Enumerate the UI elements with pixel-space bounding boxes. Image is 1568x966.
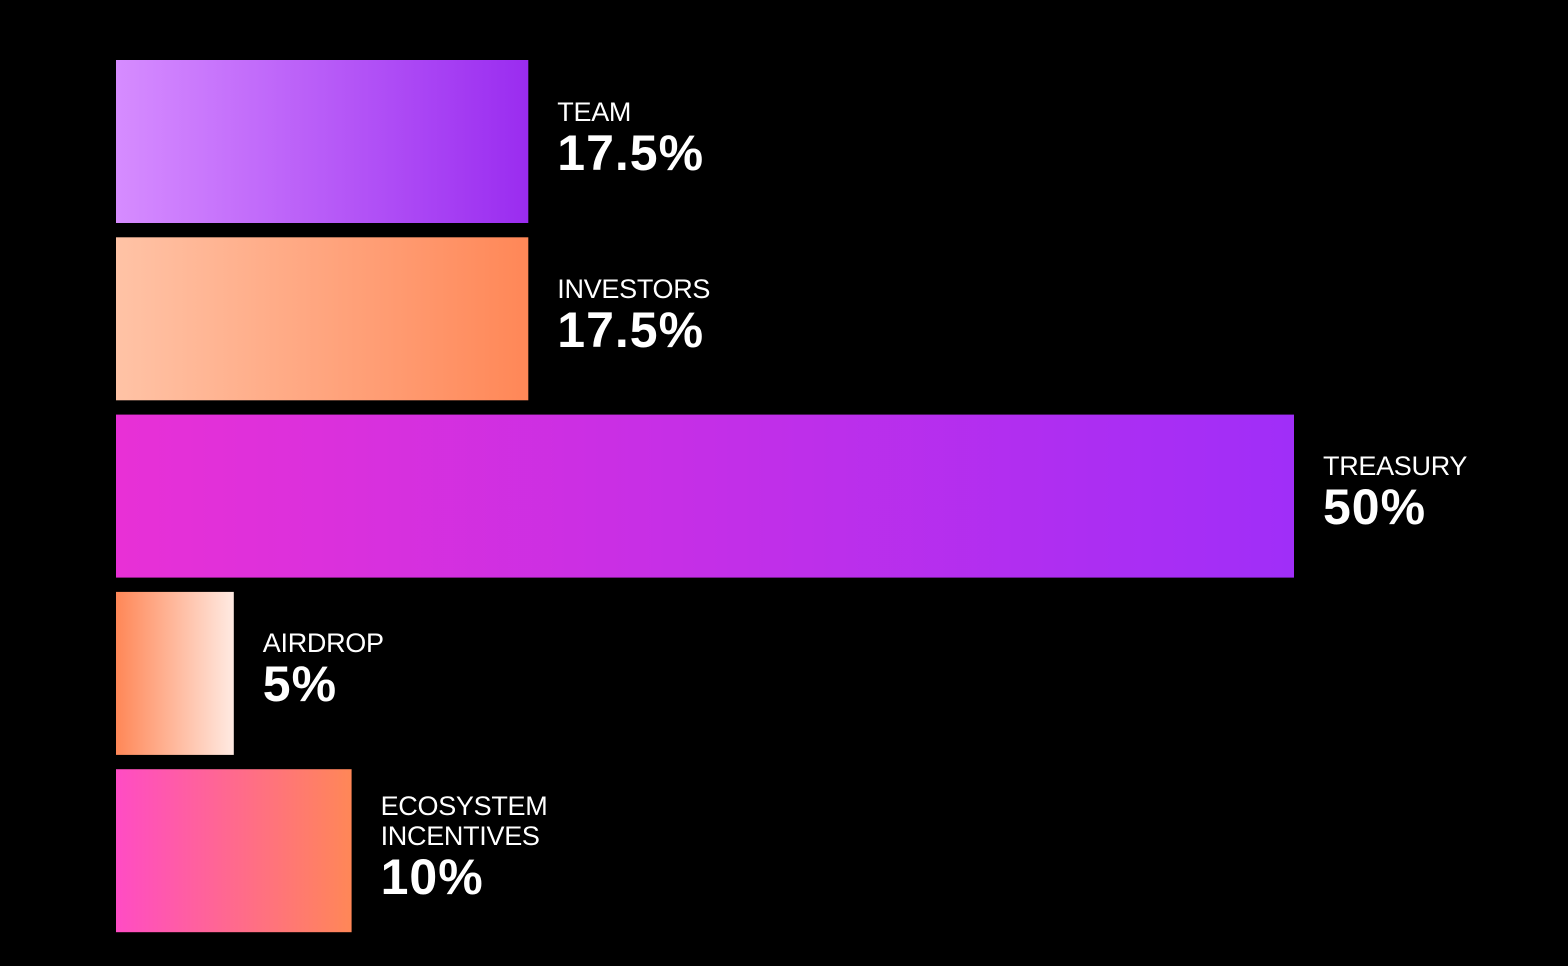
bar [116, 237, 529, 401]
bar-label: INVESTORS 17.5% [557, 233, 710, 396]
category-label: ECOSYSTEM INCENTIVES [380, 790, 548, 851]
bar-label: ECOSYSTEM INCENTIVES 10% [381, 765, 581, 928]
category-label: TREASURY [1323, 451, 1468, 482]
category-label: AIRDROP [262, 628, 384, 659]
value-label: 17.5% [557, 301, 705, 358]
value-label: 10% [380, 848, 484, 905]
bar-label: TEAM 17.5% [557, 56, 704, 219]
bar-label: TREASURY 50% [1323, 411, 1467, 574]
value-label: 17.5% [557, 124, 705, 181]
bar-label: AIRDROP 5% [263, 588, 384, 751]
category-label: INVESTORS [557, 273, 711, 304]
bar [116, 769, 352, 933]
value-label: 5% [262, 656, 338, 713]
bar [116, 60, 529, 223]
value-label: 50% [1323, 479, 1427, 536]
category-label: TEAM [557, 96, 632, 127]
bar [116, 591, 234, 755]
bar [116, 414, 1294, 578]
